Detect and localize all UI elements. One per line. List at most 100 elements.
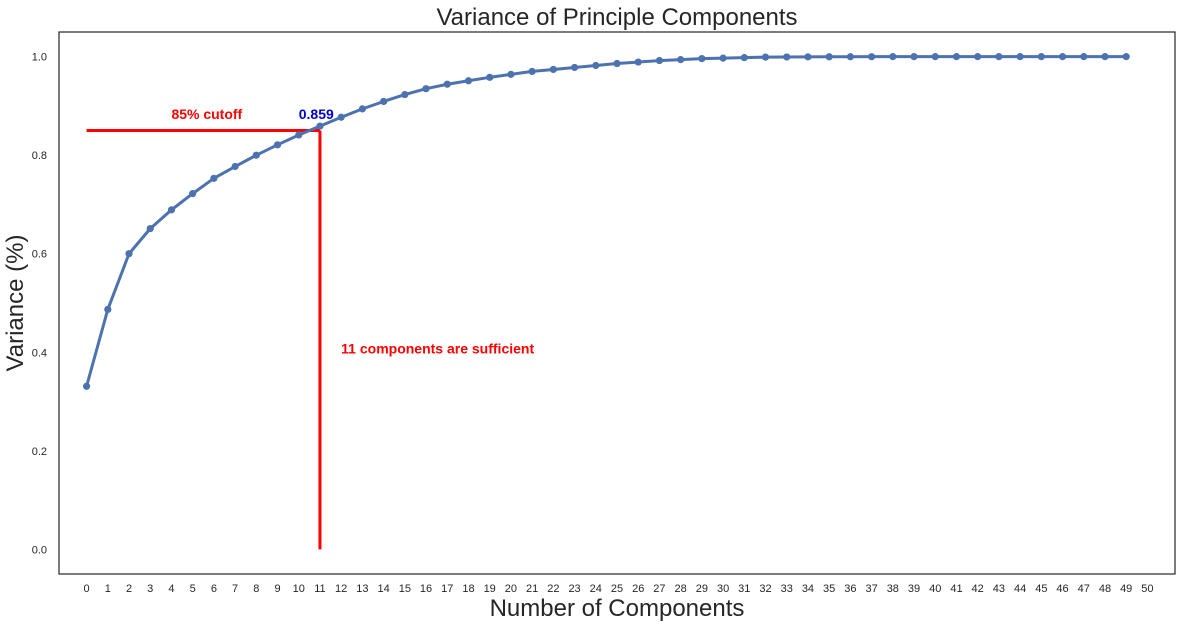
data-point	[380, 97, 388, 106]
data-point	[719, 54, 727, 62]
data-point	[868, 53, 876, 61]
data-point	[804, 53, 812, 61]
x-tick-label: 4	[168, 583, 174, 595]
x-tick-label: 23	[568, 583, 580, 595]
annotation-labels: 85% cutoff 0.859 11 components are suffici…	[171, 106, 534, 356]
x-tick-label: 13	[356, 583, 368, 595]
data-point	[592, 61, 600, 70]
data-point	[825, 53, 833, 61]
data-point	[1122, 53, 1130, 61]
data-point	[677, 55, 685, 64]
x-tick-label: 8	[253, 583, 259, 595]
data-point	[1058, 53, 1067, 61]
x-tick-label: 0	[84, 583, 90, 595]
x-tick-label: 45	[1035, 583, 1047, 595]
x-tick-label: 22	[547, 583, 559, 595]
x-tick-label: 26	[632, 583, 644, 595]
data-point	[910, 53, 918, 61]
x-tick-label: 42	[972, 583, 984, 595]
data-point	[761, 53, 770, 61]
data-point	[486, 73, 494, 81]
chart-title: Variance of Principle Components	[436, 4, 797, 31]
x-tick-label: 37	[865, 583, 877, 595]
x-tick-label: 6	[211, 583, 217, 595]
x-tick-label: 17	[441, 583, 453, 595]
data-point	[146, 224, 154, 233]
data-point	[167, 206, 176, 214]
cutoff-label: 85% cutoff	[171, 106, 242, 122]
annotation-lines	[86, 129, 322, 550]
data-point	[1037, 53, 1045, 61]
data-point	[634, 58, 642, 66]
y-tick-label: 0.0	[32, 544, 47, 556]
data-point	[740, 54, 748, 62]
x-tick-label: 28	[675, 583, 687, 595]
y-tick-label: 0.6	[32, 249, 47, 261]
data-point	[1080, 53, 1088, 61]
data-point	[82, 382, 91, 390]
data-point	[698, 55, 706, 63]
data-point	[358, 105, 366, 113]
data-point	[974, 53, 982, 61]
data-point	[931, 53, 939, 61]
x-tick-label: 33	[781, 583, 793, 595]
y-tick-label: 0.8	[32, 150, 47, 162]
x-tick-label: 15	[399, 583, 411, 595]
x-tick-label: 3	[147, 583, 153, 595]
y-axis-label: Variance (%)	[2, 235, 29, 372]
data-point	[1016, 53, 1024, 61]
data-point	[528, 67, 536, 76]
x-tick-label: 40	[929, 583, 941, 595]
data-point	[401, 90, 409, 99]
x-tick-label: 1	[105, 583, 111, 595]
x-tick-label: 46	[1056, 583, 1068, 595]
x-tick-label: 21	[526, 583, 538, 595]
data-point	[464, 77, 473, 85]
data-point	[995, 53, 1003, 61]
data-point	[295, 131, 303, 139]
data-point	[231, 162, 239, 171]
x-tick-label: 41	[950, 583, 962, 595]
x-tick-label: 11	[314, 583, 325, 595]
x-tick-label: 24	[590, 583, 602, 595]
x-tick-label: 10	[293, 583, 305, 595]
x-tick-label: 5	[190, 583, 196, 595]
x-tick-label: 36	[844, 583, 856, 595]
data-point	[125, 250, 133, 258]
data-point	[422, 85, 430, 93]
x-tick-label: 30	[717, 583, 729, 595]
data-point	[507, 70, 515, 78]
data-point	[570, 63, 579, 72]
x-tick-label: 19	[484, 583, 496, 595]
x-tick-label: 44	[1014, 583, 1026, 595]
data-point	[783, 53, 791, 61]
data-point	[1101, 53, 1109, 61]
x-tick-label: 7	[232, 583, 238, 595]
data-point	[210, 174, 218, 182]
y-tick-label: 0.2	[32, 446, 47, 458]
x-tick-label: 27	[653, 583, 665, 595]
y-tick-labels: 0.0 0.2 0.4 0.6 0.8 1.0	[32, 52, 47, 557]
x-tick-label: 32	[759, 583, 771, 595]
y-tick-label: 1.0	[32, 52, 47, 64]
data-point	[952, 53, 961, 61]
x-tick-label: 35	[823, 583, 835, 595]
plot-frame	[58, 31, 1176, 575]
data-point	[316, 122, 324, 130]
data-point	[189, 190, 197, 198]
x-tick-label: 20	[505, 583, 517, 595]
data-point	[613, 59, 621, 68]
x-tick-labels: 0 1 2 3 4 5 6 7 8 9 10 11 12 13 14 15 16 17 18 19 20 21 22 23 24…	[84, 583, 1154, 595]
x-tick-label: 39	[908, 583, 920, 595]
x-tick-label: 18	[462, 583, 474, 595]
data-point	[889, 53, 897, 61]
x-tick-label: 12	[335, 583, 347, 595]
y-tick-label: 0.4	[32, 347, 47, 359]
series-line	[85, 55, 1127, 387]
x-tick-label: 29	[696, 583, 708, 595]
data-point	[273, 141, 282, 149]
x-tick-label: 47	[1078, 583, 1090, 595]
data-point	[549, 65, 557, 74]
x-tick-label: 49	[1120, 583, 1132, 595]
